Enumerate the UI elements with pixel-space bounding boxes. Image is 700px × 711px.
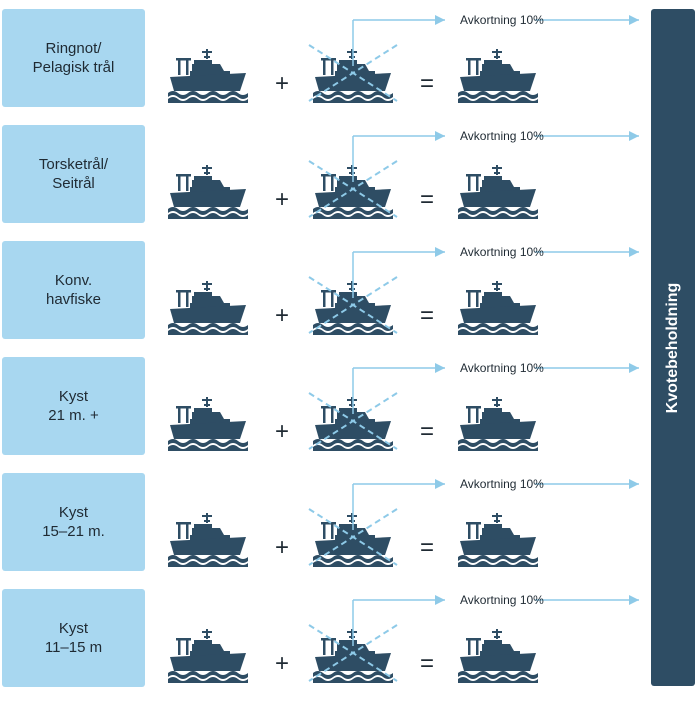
reduction-arrow xyxy=(352,363,639,414)
vessel-icon xyxy=(168,511,248,567)
quota-holding-label: Kvotebeholdning xyxy=(664,282,681,413)
vessel-icon xyxy=(168,627,248,683)
reduction-label: Avkortning 10% xyxy=(460,477,544,491)
plus-sign: + xyxy=(274,650,289,677)
category-box: Torsketrål/ Seitrål xyxy=(2,125,145,223)
vessel-icon xyxy=(168,163,248,219)
equals-sign: = xyxy=(419,534,434,561)
category-label: Kyst 11–15 m xyxy=(44,620,103,656)
reduction-arrow xyxy=(352,15,639,66)
reduction-label: Avkortning 10% xyxy=(460,129,544,143)
vessel-icon xyxy=(168,279,248,335)
category-label: Kyst 15–21 m. xyxy=(42,504,105,540)
equals-sign: = xyxy=(419,650,434,677)
plus-sign: + xyxy=(274,418,289,445)
equals-sign: = xyxy=(419,70,434,97)
plus-sign: + xyxy=(274,186,289,213)
category-label: Kyst 21 m. + xyxy=(48,388,99,424)
cross-out-lines xyxy=(308,624,398,682)
category-box: Konv. havfiske xyxy=(2,241,145,339)
reduction-arrow xyxy=(352,595,639,646)
category-box: Kyst 15–21 m. xyxy=(2,473,145,571)
reduction-label: Avkortning 10% xyxy=(460,593,544,607)
category-box: Kyst 11–15 m xyxy=(2,589,145,687)
cross-out-lines xyxy=(308,508,398,566)
reduction-label: Avkortning 10% xyxy=(460,245,544,259)
quota-holding-bar: Kvotebeholdning xyxy=(651,9,695,686)
cross-out-lines xyxy=(308,392,398,450)
cross-out-lines xyxy=(308,160,398,218)
vessel-icon xyxy=(168,395,248,451)
cross-out-lines xyxy=(308,276,398,334)
equals-sign: = xyxy=(419,418,434,445)
reduction-label: Avkortning 10% xyxy=(460,13,544,27)
cross-out-lines xyxy=(308,44,398,102)
equals-sign: = xyxy=(419,302,434,329)
category-box: Ringnot/ Pelagisk trål xyxy=(2,9,145,107)
equals-sign: = xyxy=(419,186,434,213)
plus-sign: + xyxy=(274,534,289,561)
category-label: Ringnot/ Pelagisk trål xyxy=(32,40,115,76)
reduction-label: Avkortning 10% xyxy=(460,361,544,375)
vessel-icon xyxy=(168,47,248,103)
reduction-arrow xyxy=(352,131,639,182)
reduction-arrow xyxy=(352,247,639,298)
reduction-arrow xyxy=(352,479,639,530)
plus-sign: + xyxy=(274,302,289,329)
category-box: Kyst 21 m. + xyxy=(2,357,145,455)
plus-sign: + xyxy=(274,70,289,97)
category-label: Torsketrål/ Seitrål xyxy=(38,156,109,192)
category-label: Konv. havfiske xyxy=(45,272,102,308)
